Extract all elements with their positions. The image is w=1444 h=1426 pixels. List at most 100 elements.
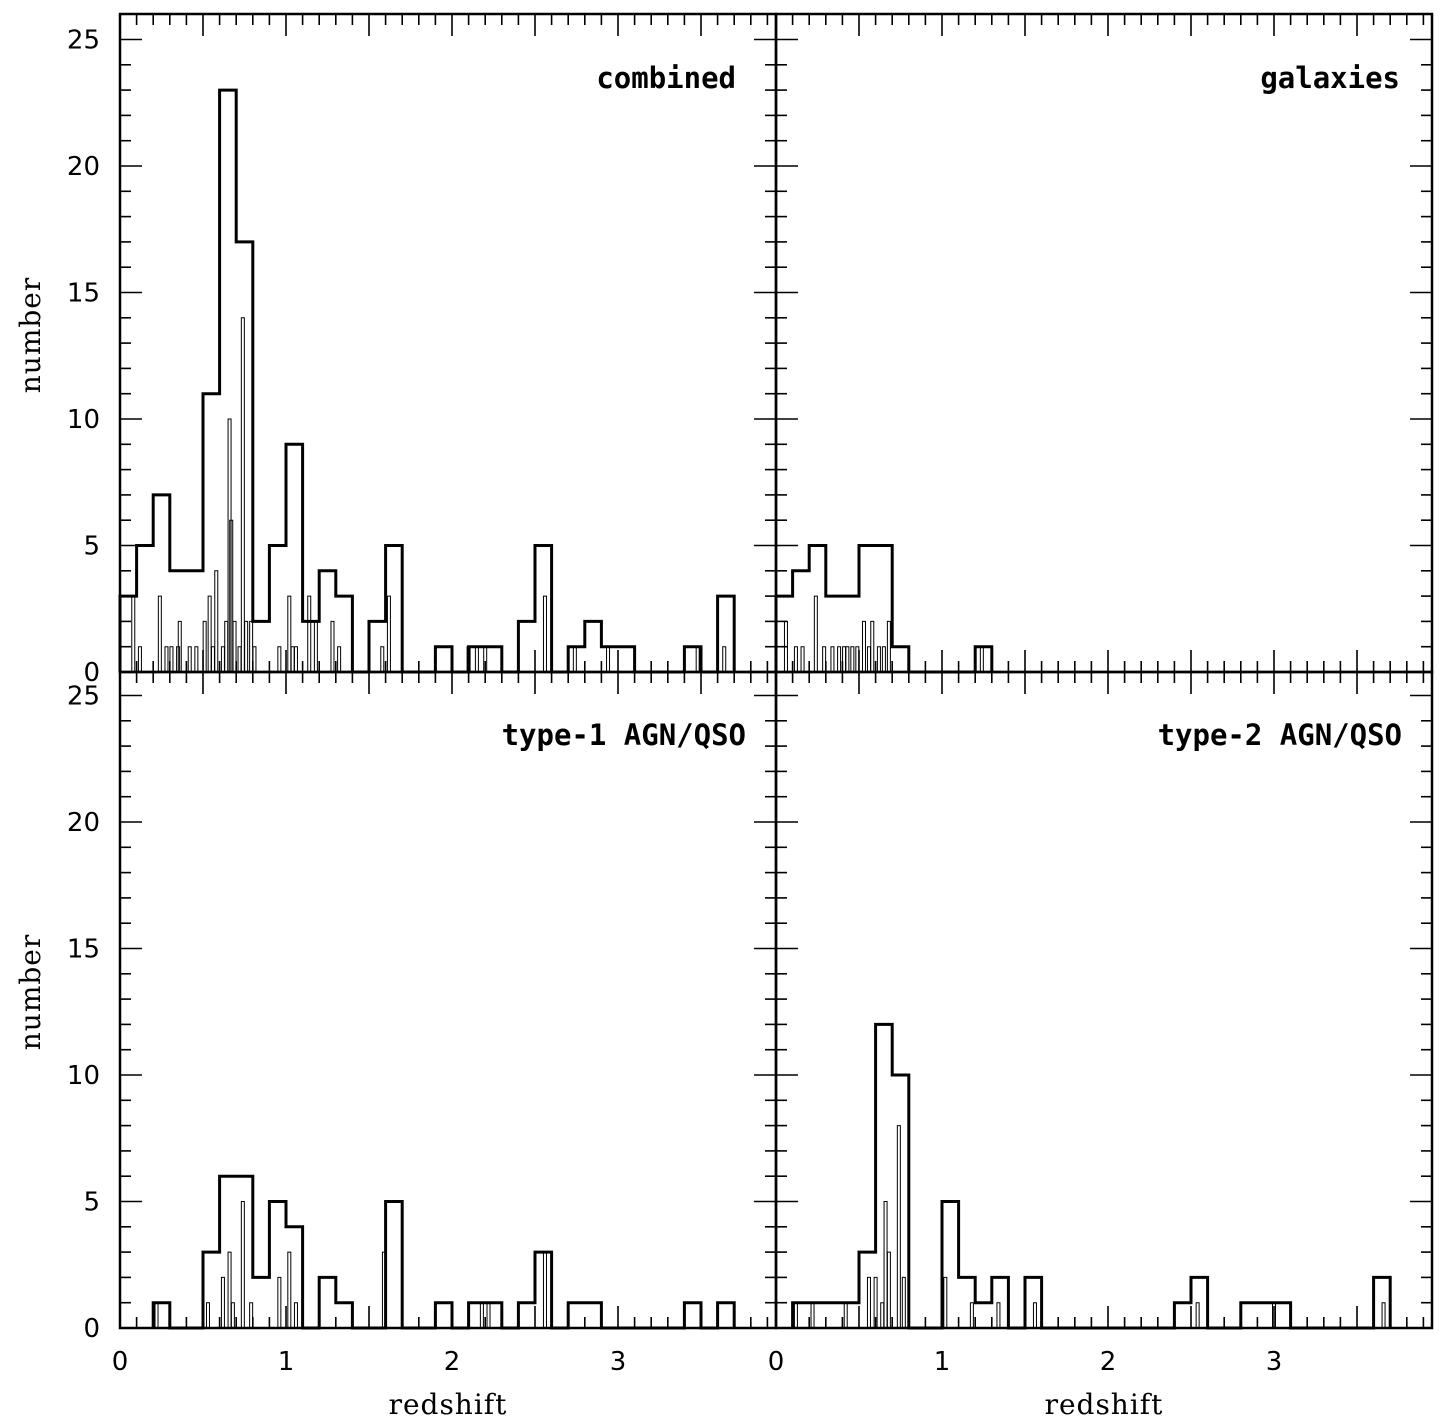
fine-histogram-bar xyxy=(293,1302,298,1328)
fine-histogram-bar xyxy=(227,418,232,672)
fine-histogram-bar xyxy=(866,1276,871,1328)
fine-histogram-bar xyxy=(232,620,237,672)
fine-histogram-bar xyxy=(876,646,881,672)
fine-histogram-bar xyxy=(870,620,875,672)
fine-histogram-bar xyxy=(886,620,891,672)
panel-2: type-1 AGN/QSO 0 5 10 15 20 25 0 1 2 3 number redshi… xyxy=(14,670,778,1421)
fine-histogram-bar xyxy=(542,1251,547,1328)
y-tick-label: 5 xyxy=(83,1188,100,1218)
fine-histogram-bar xyxy=(313,620,318,672)
fine-histogram-bar xyxy=(486,1302,491,1328)
fine-histogram-bar xyxy=(1032,1302,1037,1328)
x-axis-label: redshift xyxy=(1045,1388,1164,1421)
fine-histogram-bar xyxy=(783,620,788,672)
fine-histogram-bar xyxy=(210,646,215,672)
fine-histogram-bar xyxy=(240,1201,245,1328)
y-tick-label: 15 xyxy=(67,935,100,965)
fine-histogram-bar xyxy=(293,646,298,672)
y-tick-label: 20 xyxy=(67,152,100,182)
fine-histogram-bar xyxy=(979,646,984,672)
x-tick-label: 3 xyxy=(1266,1347,1283,1377)
fine-histogram-bar xyxy=(249,1302,254,1328)
panel-title: combined xyxy=(596,61,736,95)
y-axis-label: number xyxy=(14,934,47,1051)
fine-histogram-bar xyxy=(227,1251,232,1328)
x-tick-label: 3 xyxy=(610,1347,627,1377)
fine-histogram-bar xyxy=(214,570,219,672)
coarse-histogram xyxy=(151,1174,736,1330)
coarse-histogram xyxy=(118,88,736,674)
fine-histogram-bar xyxy=(572,646,577,672)
fine-histogram-bar xyxy=(277,1276,282,1328)
fine-histogram-bar xyxy=(220,646,225,672)
fine-histogram-bar xyxy=(137,646,142,672)
fine-histogram-bar xyxy=(229,519,234,672)
fine-histogram-bar xyxy=(855,646,860,672)
panel-title: type-2 AGN/QSO xyxy=(1158,718,1402,752)
fine-histogram-bar xyxy=(224,620,229,672)
fine-histogram-bar xyxy=(249,620,254,672)
fine-histogram-bar xyxy=(813,595,818,672)
fine-histogram-bar xyxy=(843,1302,848,1328)
fine-histogram-bar xyxy=(154,1302,159,1328)
y-tick-label: 0 xyxy=(83,658,100,688)
fine-histogram-bar xyxy=(244,620,249,672)
fine-histogram-bar xyxy=(252,646,257,672)
y-tick-label: 10 xyxy=(67,405,100,435)
x-tick-label: 2 xyxy=(1100,1347,1117,1377)
fine-histogram-bar xyxy=(330,620,335,672)
x-tick-label: 0 xyxy=(112,1347,129,1377)
fine-histogram-bar xyxy=(131,595,136,672)
panel-title: type-1 AGN/QSO xyxy=(502,718,746,752)
y-axis-label: number xyxy=(14,277,47,394)
panel-3: type-2 AGN/QSO 0 1 2 3 redshift xyxy=(768,670,1434,1421)
fine-histogram-bar xyxy=(810,1302,815,1328)
fine-histogram-bar xyxy=(996,1302,1001,1328)
fine-histogram-bar xyxy=(194,646,199,672)
y-tick-label: 25 xyxy=(67,682,100,712)
y-tick-label: 15 xyxy=(67,279,100,309)
fine-histogram-bar xyxy=(901,1276,906,1328)
fine-histogram-bar xyxy=(220,1276,225,1328)
coarse-histogram xyxy=(774,544,994,674)
fine-histogram-bar xyxy=(237,646,242,672)
fine-histogram-bar xyxy=(883,1201,888,1328)
fine-histogram-bar xyxy=(881,646,886,672)
x-tick-label: 1 xyxy=(278,1347,295,1377)
fine-histogram-bar xyxy=(722,646,727,672)
fine-histogram-bar xyxy=(873,1276,878,1328)
fine-histogram-bar xyxy=(230,1302,235,1328)
x-tick-label: 2 xyxy=(444,1347,461,1377)
fine-histogram-bar xyxy=(177,620,182,672)
panel-1: galaxies xyxy=(774,12,1434,674)
panel-0: combined 0 5 10 15 20 25 number xyxy=(14,12,778,688)
fine-histogram-bar xyxy=(861,620,866,672)
fine-histogram-bar xyxy=(157,595,162,672)
fine-histogram-bar xyxy=(830,646,835,672)
fine-histogram-bar xyxy=(695,646,700,672)
fine-histogram-bar xyxy=(793,646,798,672)
panel-frame xyxy=(774,12,1434,674)
fine-histogram-bar xyxy=(845,646,850,672)
fine-histogram-bar xyxy=(842,646,847,672)
fine-histogram-bar xyxy=(307,595,312,672)
y-tick-label: 20 xyxy=(67,808,100,838)
fine-histogram-bar xyxy=(880,1302,885,1328)
fine-histogram-bar xyxy=(202,620,207,672)
fine-histogram-bar xyxy=(896,1125,901,1328)
fine-histogram-bar xyxy=(606,646,611,672)
y-tick-label: 0 xyxy=(83,1314,100,1344)
fine-histogram-bar xyxy=(287,595,292,672)
fine-histogram-bar xyxy=(386,595,391,672)
x-tick-label: 0 xyxy=(768,1347,785,1377)
fine-histogram-bar xyxy=(837,646,842,672)
fine-histogram-bar xyxy=(886,1251,891,1328)
fine-histogram-bar xyxy=(290,646,295,672)
fine-histogram-bar xyxy=(240,317,245,672)
x-axis-label: redshift xyxy=(389,1388,508,1421)
x-tick-label: 1 xyxy=(934,1347,951,1377)
fine-histogram-bar xyxy=(337,646,342,672)
fine-histogram-bar xyxy=(277,646,282,672)
fine-histogram-bar xyxy=(169,646,174,672)
